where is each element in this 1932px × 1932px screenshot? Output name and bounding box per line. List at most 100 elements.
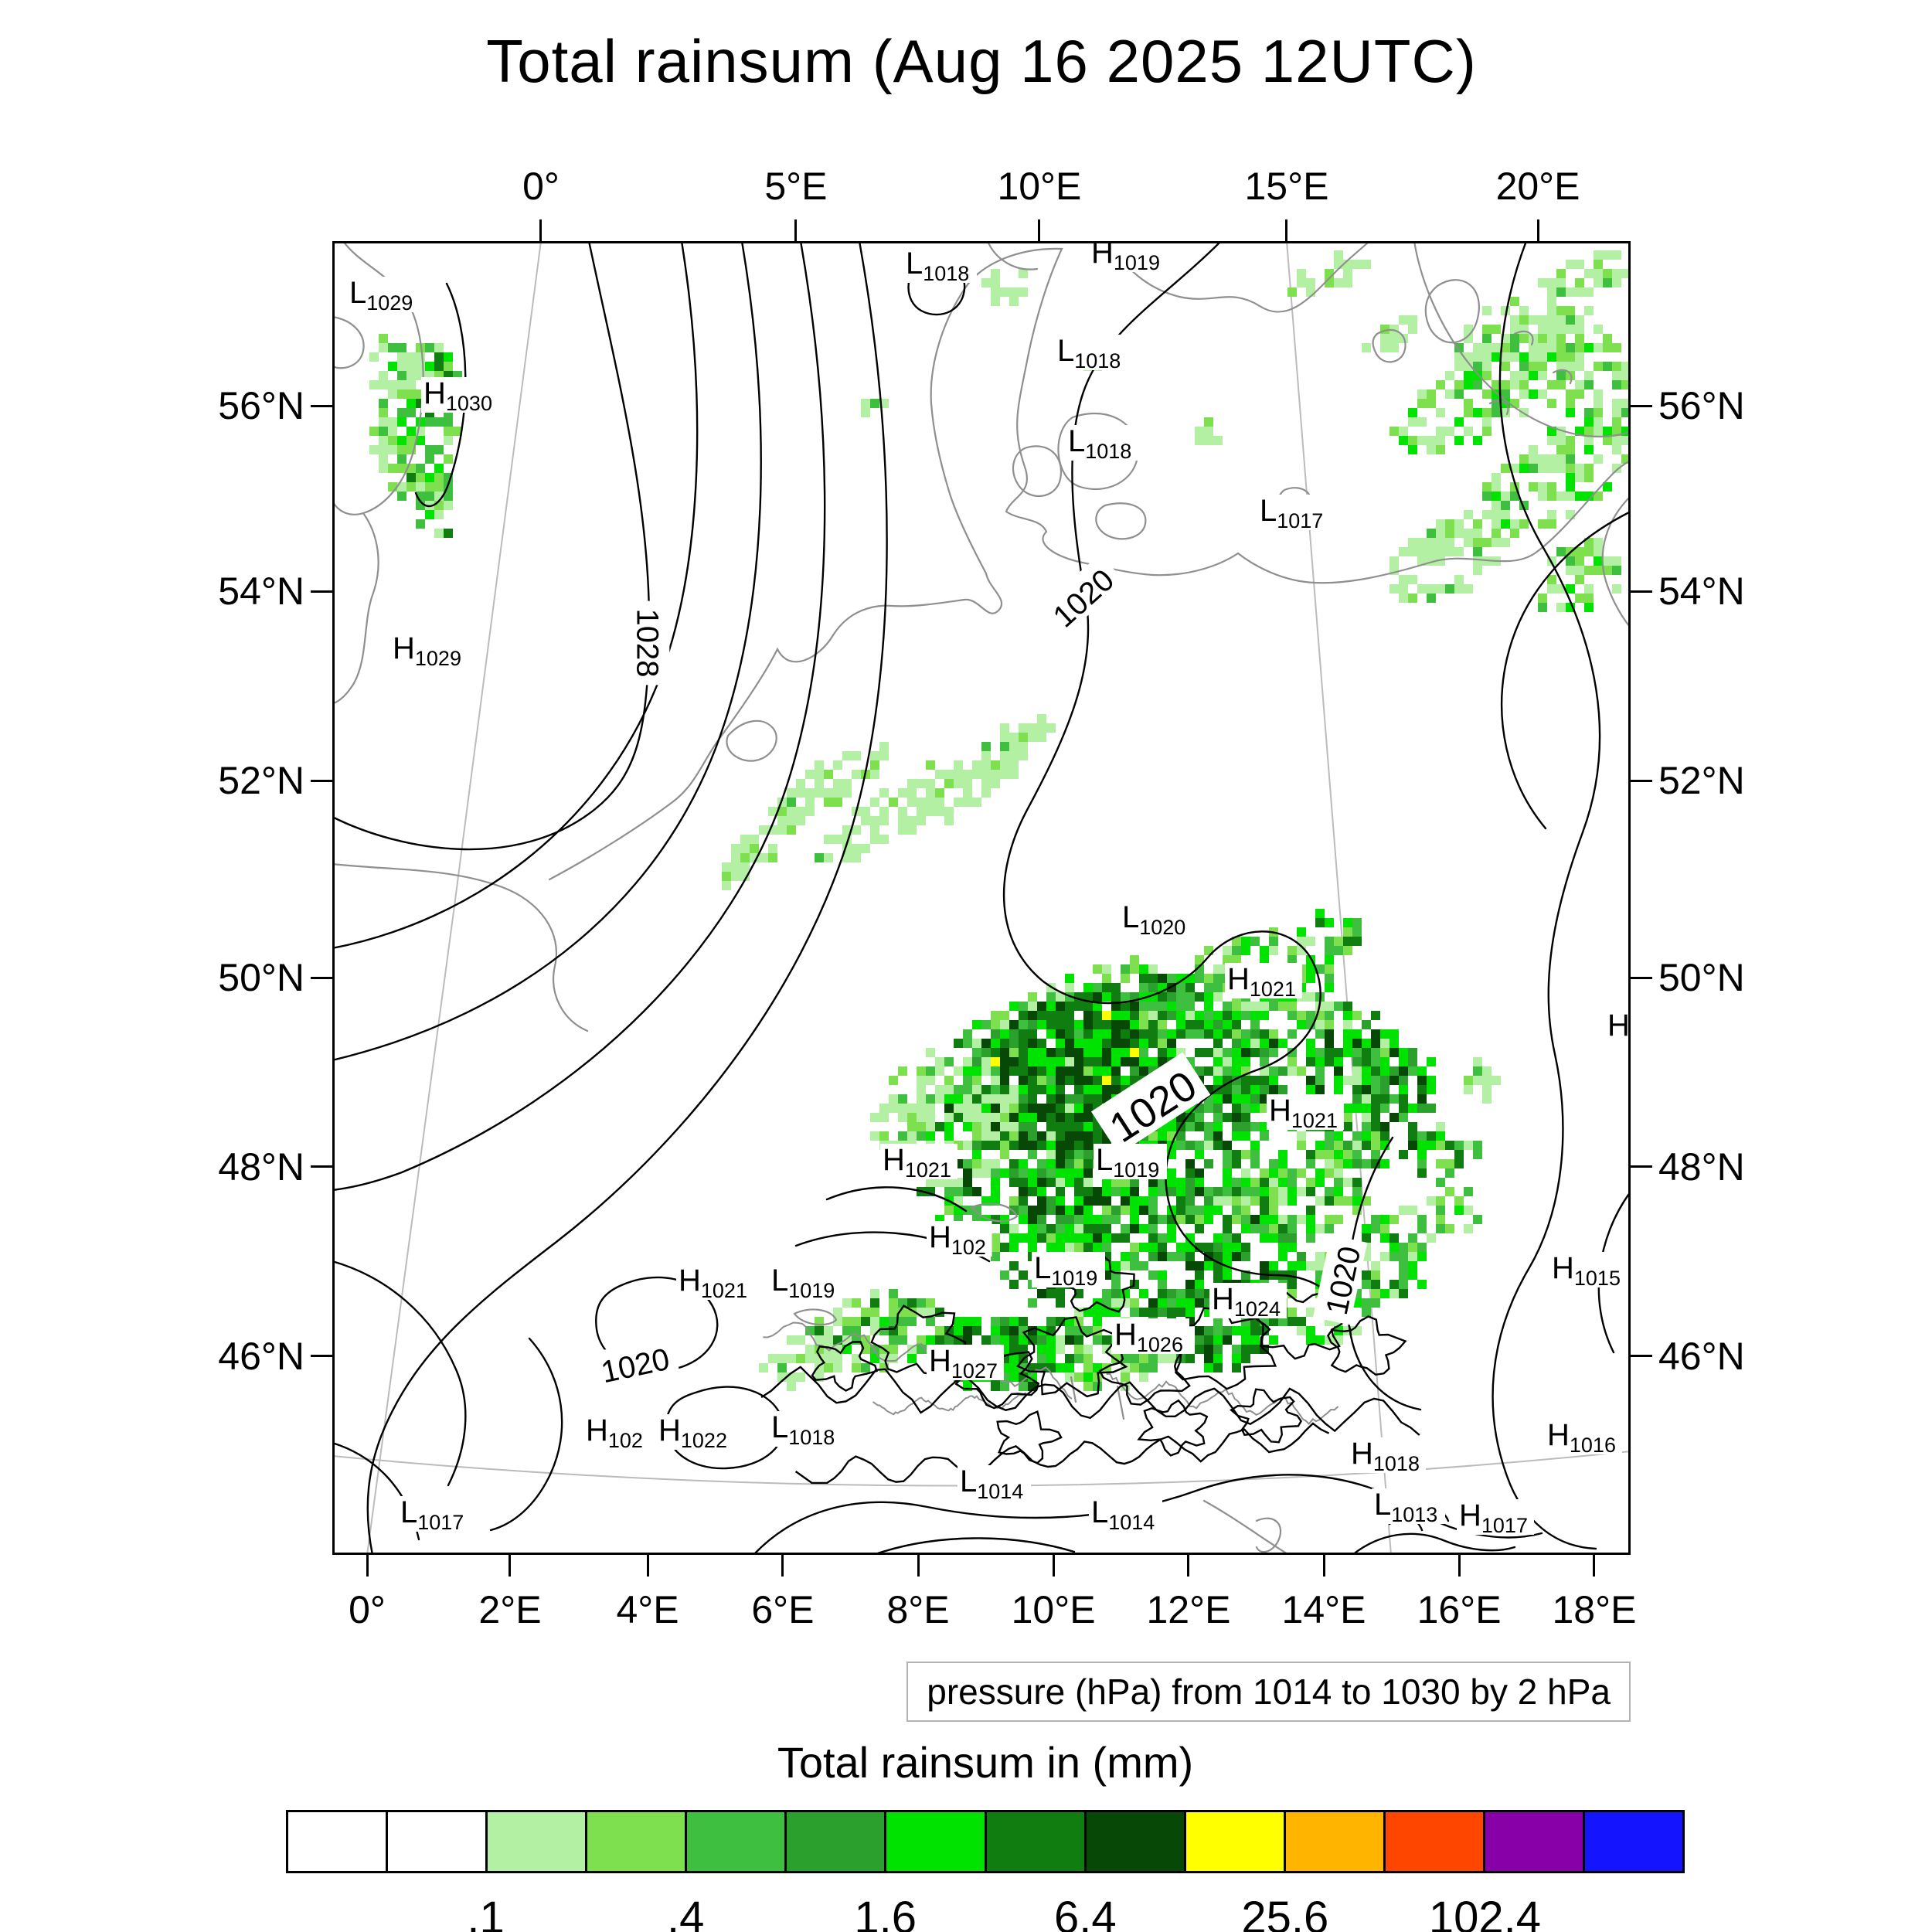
rain-pixel — [1139, 1224, 1148, 1233]
rain-pixel — [1204, 1354, 1213, 1363]
rain-pixel — [1594, 389, 1603, 399]
rain-pixel — [1297, 1317, 1306, 1326]
rain-pixel — [1269, 1224, 1278, 1233]
rain-pixel — [1389, 1076, 1399, 1085]
rain-pixel — [1464, 1076, 1473, 1085]
rain-pixel — [1139, 983, 1148, 992]
rain-pixel — [1232, 1215, 1241, 1224]
rain-pixel — [1547, 482, 1556, 492]
colorbar-cell — [1585, 1812, 1683, 1871]
rain-pixel — [1380, 1224, 1389, 1233]
rain-pixel — [861, 399, 870, 408]
rain-pixel — [1167, 974, 1176, 983]
rain-pixel — [1584, 380, 1594, 389]
rain-pixel — [1046, 1011, 1056, 1020]
rain-pixel — [1195, 1020, 1204, 1029]
rain-pixel — [1501, 519, 1510, 529]
colorbar-cell — [587, 1812, 688, 1871]
rain-pixel — [981, 1094, 991, 1104]
rain-pixel — [1584, 566, 1594, 575]
rain-pixel — [1306, 1178, 1315, 1187]
rain-pixel — [1501, 510, 1510, 519]
rain-pixel — [991, 1094, 1000, 1104]
rain-pixel — [1028, 1066, 1037, 1076]
rain-pixel — [917, 1094, 926, 1104]
rain-pixel — [1185, 1178, 1195, 1187]
rain-pixel — [1000, 1057, 1009, 1066]
rain-pixel — [1260, 1224, 1269, 1233]
rain-pixel — [879, 807, 889, 816]
rain-pixel — [1297, 269, 1306, 278]
rain-pixel — [963, 1178, 972, 1187]
rain-pixel — [963, 1326, 972, 1335]
rain-pixel — [1510, 343, 1519, 352]
rain-pixel — [879, 816, 889, 825]
rain-pixel — [369, 427, 379, 436]
rain-pixel — [1538, 482, 1547, 492]
rain-pixel — [898, 825, 907, 835]
rain-pixel — [1250, 1020, 1260, 1029]
axis-label-right: 52°N — [1658, 759, 1745, 803]
rain-pixel — [1083, 1104, 1093, 1113]
pressure-center-label: L1019 — [1032, 1251, 1105, 1290]
rain-pixel — [1584, 343, 1594, 352]
rain-pixel — [1130, 1243, 1139, 1252]
rain-pixel — [1176, 1289, 1185, 1298]
rain-pixel — [1102, 1308, 1111, 1317]
rain-pixel — [1287, 1261, 1297, 1270]
rain-pixel — [1213, 1206, 1223, 1215]
rain-pixel — [1408, 1122, 1417, 1131]
rain-pixel — [1436, 1196, 1445, 1206]
rain-pixel — [1547, 352, 1556, 362]
rain-pixel — [787, 1354, 796, 1363]
rain-pixel — [1185, 992, 1195, 1002]
rain-pixel — [1213, 1187, 1223, 1196]
rain-pixel — [1436, 1122, 1445, 1131]
rain-pixel — [1492, 473, 1501, 482]
rain-pixel — [1009, 1039, 1019, 1048]
rain-pixel — [1241, 937, 1250, 946]
rain-pixel — [1232, 1196, 1241, 1206]
rain-pixel — [1399, 1048, 1408, 1057]
rain-pixel — [1046, 1159, 1056, 1168]
svg-text:H101: H101 — [1607, 1009, 1631, 1047]
rain-pixel — [1056, 992, 1065, 1002]
rain-pixel — [1158, 992, 1167, 1002]
rain-pixel — [1278, 1187, 1287, 1196]
rain-pixel — [1065, 1224, 1074, 1233]
rain-pixel — [1584, 603, 1594, 612]
rain-pixel — [1028, 1150, 1037, 1159]
rain-pixel — [1529, 352, 1538, 362]
rain-pixel — [1482, 343, 1492, 352]
coastline — [548, 247, 1631, 881]
rain-pixel — [898, 788, 907, 798]
rain-pixel — [1584, 287, 1594, 297]
rain-pixel — [1315, 1178, 1325, 1187]
rain-pixel — [972, 1094, 981, 1104]
rain-pixel — [833, 788, 842, 798]
rain-pixel — [907, 1104, 917, 1113]
rain-pixel — [406, 427, 416, 436]
rain-pixel — [1074, 1187, 1083, 1196]
rain-pixel — [1148, 1270, 1158, 1280]
rain-pixel — [379, 417, 388, 427]
rain-pixel — [1417, 547, 1427, 556]
rain-pixel — [1176, 1252, 1185, 1261]
rain-pixel — [1130, 1308, 1139, 1317]
isobar — [366, 241, 888, 1555]
rain-pixel — [954, 798, 963, 807]
rain-pixel — [1482, 1076, 1492, 1085]
rain-pixel — [1195, 1187, 1204, 1196]
rain-pixel — [870, 835, 879, 844]
rain-pixel — [1315, 1335, 1325, 1345]
rain-pixel — [879, 742, 889, 751]
rain-pixel — [1417, 1252, 1427, 1261]
pressure-center-label: H1018 — [1349, 1437, 1426, 1475]
tick-mark-bottom — [1052, 1555, 1055, 1577]
rain-pixel — [1287, 1002, 1297, 1011]
rain-pixel — [1000, 751, 1009, 760]
rain-pixel — [406, 389, 416, 399]
rain-pixel — [944, 807, 954, 816]
rain-pixel — [1019, 1206, 1028, 1215]
rain-pixel — [1056, 1122, 1065, 1131]
